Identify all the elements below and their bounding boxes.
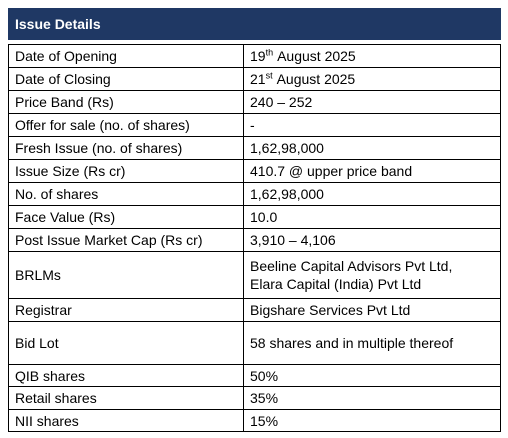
row-label: NII shares (8, 409, 244, 432)
row-label: Face Value (Rs) (8, 205, 244, 229)
row-label: Bid Lot (8, 321, 244, 365)
value-suffix: st (265, 70, 273, 81)
table-row: Bid Lot 58 shares and in multiple thereof (8, 321, 502, 365)
table-row: Fresh Issue (no. of shares) 1,62,98,000 (8, 136, 502, 160)
table-row: Retail shares 35% (8, 386, 502, 410)
header-row: Issue Details (7, 8, 502, 40)
row-value: 58 shares and in multiple thereof (242, 321, 502, 365)
row-value: 1,62,98,000 (242, 136, 502, 160)
table-row: QIB shares 50% (8, 364, 502, 387)
row-value: Beeline Capital Advisors Pvt Ltd, Elara C… (242, 251, 502, 299)
value-line: 50% (250, 367, 279, 384)
row-value: 15% (242, 409, 502, 432)
value-rest: August 2025 (277, 48, 356, 64)
row-value: 50% (242, 364, 502, 387)
row-value: Bigshare Services Pvt Ltd (242, 298, 502, 322)
row-label: BRLMs (8, 251, 244, 299)
row-label: Issue Size (Rs cr) (8, 159, 244, 183)
table-row: No. of shares 1,62,98,000 (8, 182, 502, 206)
value-day: 19 (250, 48, 266, 64)
value-line: 35% (250, 390, 279, 406)
row-label: Date of Opening (8, 44, 244, 68)
value-line: 410.7 @ upper price band (250, 163, 413, 179)
value-line: 240 – 252 (250, 94, 313, 110)
table-title: Issue Details (7, 8, 502, 40)
row-label: Post Issue Market Cap (Rs cr) (8, 228, 244, 252)
table-row: BRLMs Beeline Capital Advisors Pvt Ltd, El… (8, 251, 502, 299)
row-value: 35% (242, 386, 502, 410)
row-label: No. of shares (8, 182, 244, 206)
value-line: 3,910 – 4,106 (250, 232, 336, 248)
row-value: 240 – 252 (242, 90, 502, 114)
table-row: Registrar Bigshare Services Pvt Ltd (8, 298, 502, 322)
value-line: 10.0 (250, 209, 278, 225)
table-row: Offer for sale (no. of shares) - (8, 113, 502, 137)
value-line: - (250, 117, 255, 133)
row-label: Price Band (Rs) (8, 90, 244, 114)
row-value: 410.7 @ upper price band (242, 159, 502, 183)
row-label: Offer for sale (no. of shares) (8, 113, 244, 137)
row-label: Date of Closing (8, 67, 244, 91)
table-row: Date of Opening 19th August 2025 (8, 44, 502, 68)
table-row: NII shares 15% (8, 409, 502, 432)
table-row: Issue Size (Rs cr) 410.7 @ upper price ba… (8, 159, 502, 183)
issue-table: Issue Details Date of Opening 19th August … (7, 8, 502, 432)
value-rest: August 2025 (276, 71, 356, 87)
table-row: Post Issue Market Cap (Rs cr) 3,910 – 4,1… (8, 228, 502, 252)
row-value: - (242, 113, 502, 137)
table-row: Price Band (Rs) 240 – 252 (8, 90, 502, 114)
row-value: 10.0 (242, 205, 502, 229)
row-value: 1,62,98,000 (242, 182, 502, 206)
value-line: Beeline Capital Advisors Pvt Ltd, (250, 258, 453, 274)
value-line: Bigshare Services Pvt Ltd (250, 302, 411, 318)
row-label: Registrar (8, 298, 244, 322)
table-row: Date of Closing 21st August 2025 (8, 67, 502, 91)
row-label: Retail shares (8, 386, 244, 410)
value-day: 21 (250, 71, 266, 87)
row-value: 19th August 2025 (242, 44, 502, 68)
row-value: 21st August 2025 (242, 67, 502, 91)
row-label: Fresh Issue (no. of shares) (8, 136, 244, 160)
value-line: 1,62,98,000 (250, 186, 324, 202)
value-line: 1,62,98,000 (250, 140, 324, 156)
row-label: QIB shares (8, 364, 244, 387)
value-line: 58 shares and in multiple thereof (250, 335, 454, 351)
value-suffix: th (265, 47, 274, 58)
table-row: Face Value (Rs) 10.0 (8, 205, 502, 229)
value-line: Elara Capital (India) Pvt Ltd (250, 276, 422, 292)
value-line: 15% (250, 412, 279, 429)
row-value: 3,910 – 4,106 (242, 228, 502, 252)
issue-details: Issue Details Date of Opening 19th August … (7, 8, 502, 432)
